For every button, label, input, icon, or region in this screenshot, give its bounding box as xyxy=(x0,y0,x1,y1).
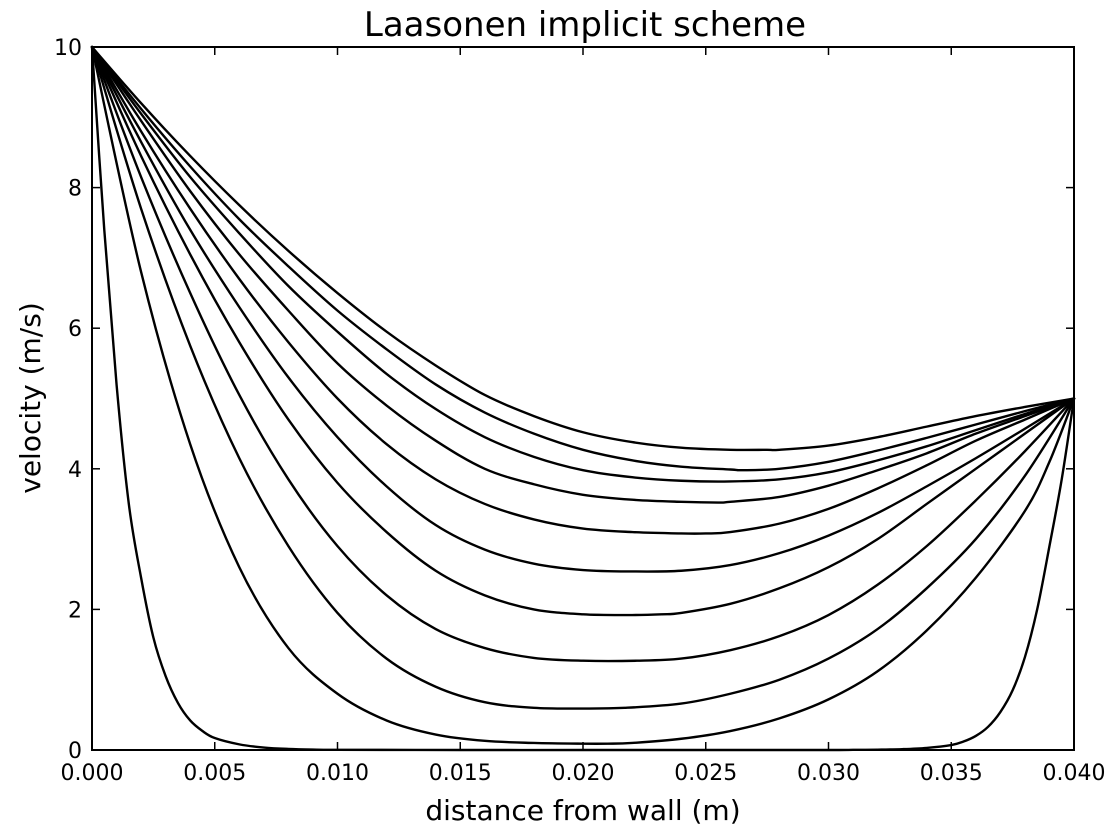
y-tick-label: 2 xyxy=(68,598,82,623)
series-line-2 xyxy=(90,45,1076,745)
series-line-9 xyxy=(90,45,1076,483)
x-tick-label: 0.040 xyxy=(1043,761,1106,786)
series-line-10 xyxy=(90,45,1076,472)
y-tick-label: 6 xyxy=(68,317,82,342)
series-line-3 xyxy=(90,45,1076,710)
series-line-7 xyxy=(90,45,1076,535)
chart-title: Laasonen implicit scheme xyxy=(364,5,806,45)
series-line-5 xyxy=(90,45,1076,617)
ticks-group: 0.000 0.005 0.010 0.015 0.020 0.025 0.030 0.035… xyxy=(54,36,1105,786)
series-line-4 xyxy=(90,45,1076,663)
x-tick-label: 0.020 xyxy=(552,761,615,786)
y-tick-label: 10 xyxy=(54,36,82,61)
y-tick-label: 4 xyxy=(68,458,82,483)
x-tick-label: 0.015 xyxy=(429,761,492,786)
series-line-1 xyxy=(90,45,1076,752)
x-axis-label: distance from wall (m) xyxy=(425,794,740,827)
x-tick-label: 0.035 xyxy=(920,761,983,786)
x-tick-label: 0.005 xyxy=(183,761,246,786)
series-line-11 xyxy=(90,45,1076,452)
x-tick-label: 0.010 xyxy=(306,761,369,786)
y-tick-label: 8 xyxy=(68,177,82,202)
y-axis-label: velocity (m/s) xyxy=(14,302,47,493)
y-tick-label: 0 xyxy=(68,739,82,764)
plot-frame xyxy=(91,46,1075,751)
series-line-6 xyxy=(90,45,1076,573)
series-line-8 xyxy=(90,45,1076,504)
x-tick-label: 0.030 xyxy=(797,761,860,786)
x-tick-label: 0.000 xyxy=(61,761,124,786)
x-tick-label: 0.025 xyxy=(674,761,737,786)
series-group xyxy=(90,45,1076,752)
